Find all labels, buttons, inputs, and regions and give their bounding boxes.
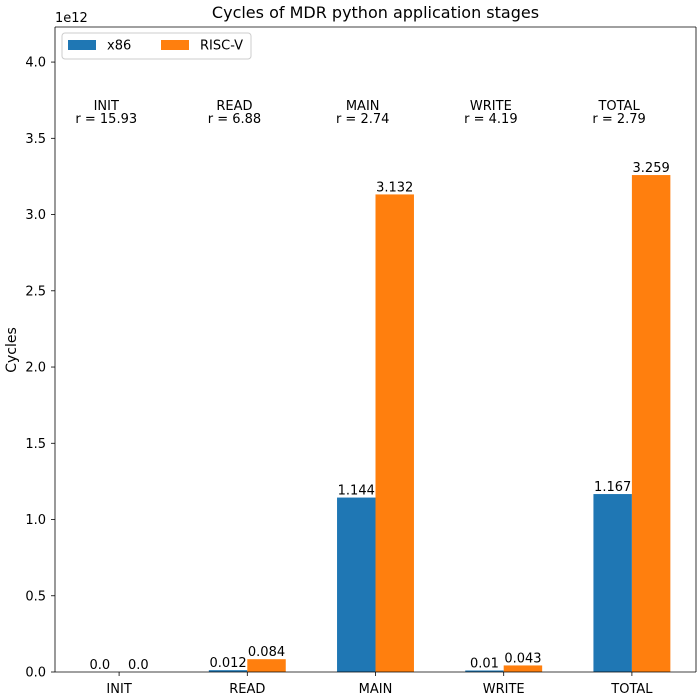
x-tick-label-read: READ: [229, 682, 265, 697]
y-tick-label-3: 1.5: [25, 437, 46, 452]
y-tick-label-2: 1.0: [25, 513, 46, 528]
x-tick-label-main: MAIN: [359, 682, 393, 697]
annotation-ratio-write: r = 4.19: [464, 112, 517, 127]
value-label-x86-total: 1.167: [594, 480, 631, 495]
legend-swatch-risc-v: [161, 40, 189, 50]
bar-x86-read: [208, 670, 248, 672]
x-tick-label-write: WRITE: [483, 682, 525, 697]
value-label-risc-v-read: 0.084: [248, 645, 285, 660]
y-tick-label-5: 2.5: [25, 284, 46, 299]
y-tick-label-1: 0.5: [25, 589, 46, 604]
annotation-ratio-main: r = 2.74: [336, 112, 389, 127]
y-scale-label: 1e12: [55, 11, 88, 26]
value-label-x86-read: 0.012: [209, 656, 246, 671]
annotation-name-init: INIT: [94, 99, 119, 114]
y-tick-label-7: 3.5: [25, 132, 46, 147]
value-label-x86-write: 0.01: [470, 656, 499, 671]
y-tick-label-8: 4.0: [25, 56, 46, 71]
x-tick-label-total: TOTAL: [610, 682, 653, 697]
bar-risc-v-write: [503, 665, 543, 672]
annotation-ratio-total: r = 2.79: [592, 112, 645, 127]
bar-x86-main: [337, 497, 376, 672]
legend-label-risc-v: RISC-V: [200, 39, 243, 54]
annotation-ratio-init: r = 15.93: [75, 112, 137, 127]
value-label-risc-v-main: 3.132: [376, 180, 413, 195]
y-tick-label-4: 2.0: [25, 361, 46, 376]
legend-label-x86: x86: [107, 39, 131, 54]
legend-frame: [61, 32, 252, 60]
annotation-name-main: MAIN: [346, 99, 380, 114]
value-label-x86-init: 0.0: [90, 658, 111, 673]
annotation-ratio-read: r = 6.88: [208, 112, 261, 127]
bar-x86-total: [593, 494, 632, 672]
chart-title: Cycles of MDR python application stages: [212, 3, 539, 22]
x-tick-label-init: INIT: [106, 682, 131, 697]
annotation-name-total: TOTAL: [597, 99, 640, 114]
y-tick-label-0: 0.0: [25, 666, 46, 681]
annotation-name-write: WRITE: [470, 99, 512, 114]
bar-x86-write: [465, 670, 504, 672]
value-label-risc-v-total: 3.259: [633, 161, 670, 176]
value-label-x86-main: 1.144: [338, 484, 375, 499]
value-label-risc-v-init: 0.0: [128, 658, 149, 673]
bar-risc-v-main: [375, 194, 414, 672]
annotation-name-read: READ: [216, 99, 252, 114]
y-axis-label: Cycles: [4, 327, 20, 373]
legend-swatch-x86: [68, 40, 96, 50]
y-tick-label-6: 3.0: [25, 208, 46, 223]
bar-risc-v-read: [247, 659, 286, 672]
value-label-risc-v-write: 0.043: [504, 651, 541, 666]
bar-risc-v-total: [631, 175, 671, 672]
legend: x86 RISC-V: [61, 32, 252, 60]
